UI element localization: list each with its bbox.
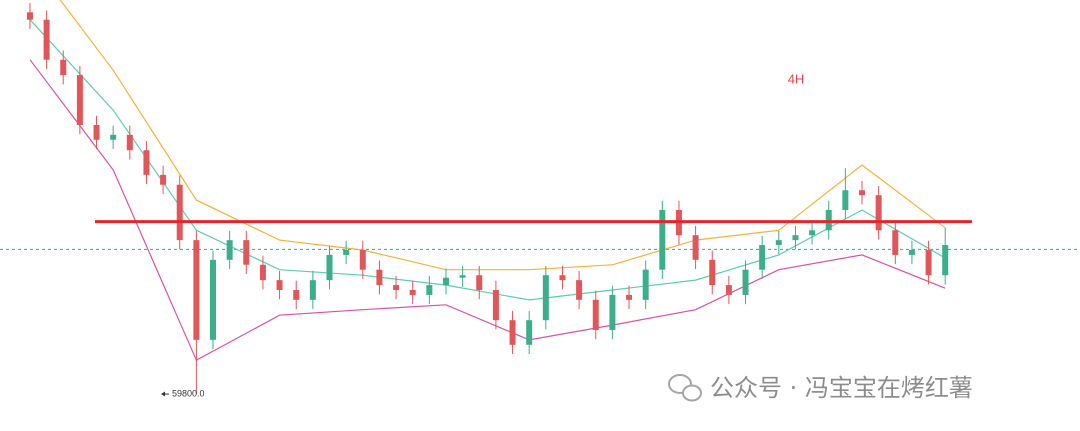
candle-body	[459, 275, 466, 278]
watermark: 公众号 · 冯宝宝在烤红薯	[668, 374, 973, 402]
candle-body	[775, 240, 782, 246]
candle-body	[476, 275, 483, 291]
candle-body	[509, 320, 516, 345]
candle-body	[76, 75, 83, 125]
low-arrow-head	[161, 391, 165, 397]
candle-body	[759, 245, 766, 270]
candle-body	[143, 150, 150, 175]
candle-body	[692, 235, 699, 260]
band-line	[59, 0, 946, 271]
candle-body	[243, 240, 250, 265]
candle-body	[210, 259, 217, 340]
candle-body	[559, 275, 566, 281]
candle-body	[409, 290, 416, 295]
candle-body	[193, 240, 200, 340]
candle-body	[576, 280, 583, 300]
candle-body	[592, 299, 599, 331]
candle-body	[642, 269, 649, 300]
candle-body	[426, 285, 433, 295]
candle-body	[359, 249, 366, 270]
candle-body	[110, 134, 117, 140]
candle-body	[93, 124, 100, 140]
candle-body	[326, 254, 333, 281]
timeframe-label: 4H	[788, 71, 805, 86]
candle-body	[725, 285, 732, 295]
candle-body	[176, 184, 183, 241]
candle-body	[825, 209, 832, 231]
candle-body	[526, 320, 533, 345]
band-line	[29, 59, 946, 362]
candle-body	[160, 174, 167, 185]
candle-body	[842, 190, 849, 210]
candle-body	[942, 245, 949, 276]
candle-body	[226, 240, 233, 260]
candle-body	[442, 277, 449, 286]
candle-body	[492, 290, 499, 321]
candle-body	[875, 195, 882, 231]
candle-body	[709, 259, 716, 286]
candle-body	[376, 269, 383, 286]
candle-body	[393, 285, 400, 291]
candle-body	[60, 59, 67, 76]
candle-body	[925, 249, 932, 276]
candle-body	[542, 275, 549, 321]
candle-body	[343, 249, 350, 255]
candle-body	[792, 235, 799, 241]
candle-body	[293, 290, 300, 300]
plot-area	[0, 0, 1080, 395]
wechat-icon	[682, 384, 702, 402]
candle-body	[609, 294, 616, 331]
low-price-label: 59800.0	[172, 388, 205, 398]
band-line	[29, 19, 946, 301]
candle-body	[259, 264, 266, 281]
candle-body	[276, 280, 283, 291]
candle-body	[43, 19, 50, 60]
candle-body	[626, 294, 633, 300]
candle-body	[809, 230, 816, 236]
candle-body	[26, 12, 33, 20]
candle-body	[742, 269, 749, 295]
candle-body	[859, 190, 866, 196]
candle-body	[309, 280, 316, 300]
wechat-icon	[668, 374, 692, 394]
candle-body	[908, 249, 915, 255]
candle-body	[659, 209, 666, 270]
candle-body	[892, 230, 899, 255]
watermark-text: 公众号 · 冯宝宝在烤红薯	[710, 374, 973, 402]
candle-body	[126, 134, 133, 151]
